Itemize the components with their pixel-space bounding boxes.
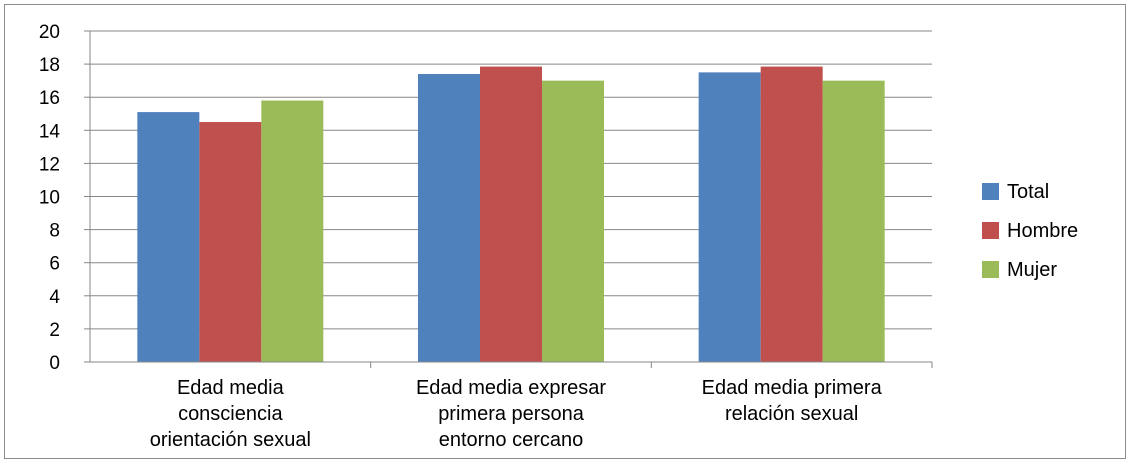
y-tick-label: 2 (49, 320, 60, 341)
y-tick-label: 4 (49, 287, 60, 308)
legend-label-hombre: Hombre (1007, 220, 1078, 242)
x-category-label-line: Edad media primera (702, 377, 883, 399)
legend: Total Hombre Mujer (982, 181, 1078, 281)
bar-total-1 (137, 112, 200, 362)
x-category-label: Edad media consciencia orientación sexual (150, 377, 311, 451)
y-tick-label: 0 (49, 353, 60, 374)
bar-total-3 (698, 72, 761, 362)
x-category-label-line: consciencia (178, 403, 283, 425)
y-tick-label: 8 (49, 221, 60, 242)
x-category-label-line: primera persona (438, 403, 585, 425)
legend-swatch-mujer (982, 261, 999, 278)
bar-hombre-3 (760, 66, 823, 363)
axes: 0 2 4 6 8 10 12 14 16 18 20 Edad media consciencia or… (39, 22, 933, 451)
x-category-label: Edad media expresar primera persona entorn… (416, 377, 606, 451)
y-tick-label: 6 (49, 254, 60, 275)
legend-label-mujer: Mujer (1007, 259, 1057, 281)
legend-swatch-total (982, 183, 999, 200)
bar-mujer-1 (261, 100, 324, 362)
y-tick-label: 14 (39, 121, 61, 142)
legend-swatch-hombre (982, 222, 999, 239)
bar-total-2 (418, 74, 480, 362)
y-tick-label: 16 (39, 88, 60, 109)
x-category-label: Edad media primera relación sexual (702, 377, 883, 425)
x-category-label-line: orientación sexual (150, 429, 311, 451)
bar-mujer-3 (822, 80, 885, 363)
bars (137, 66, 885, 363)
legend-label-total: Total (1007, 181, 1049, 203)
y-tick-label: 18 (39, 55, 60, 76)
x-category-label-line: Edad media (177, 377, 285, 399)
bar-mujer-2 (542, 80, 604, 363)
y-tick-label: 20 (39, 22, 60, 43)
bar-hombre-1 (199, 122, 262, 363)
y-tick-label: 12 (39, 154, 60, 175)
bar-hombre-2 (480, 66, 542, 363)
y-tick-label: 10 (39, 188, 60, 209)
x-category-label-line: entorno cercano (439, 429, 584, 451)
x-category-label-line: relación sexual (725, 403, 858, 425)
x-category-label-line: Edad media expresar (416, 377, 606, 399)
